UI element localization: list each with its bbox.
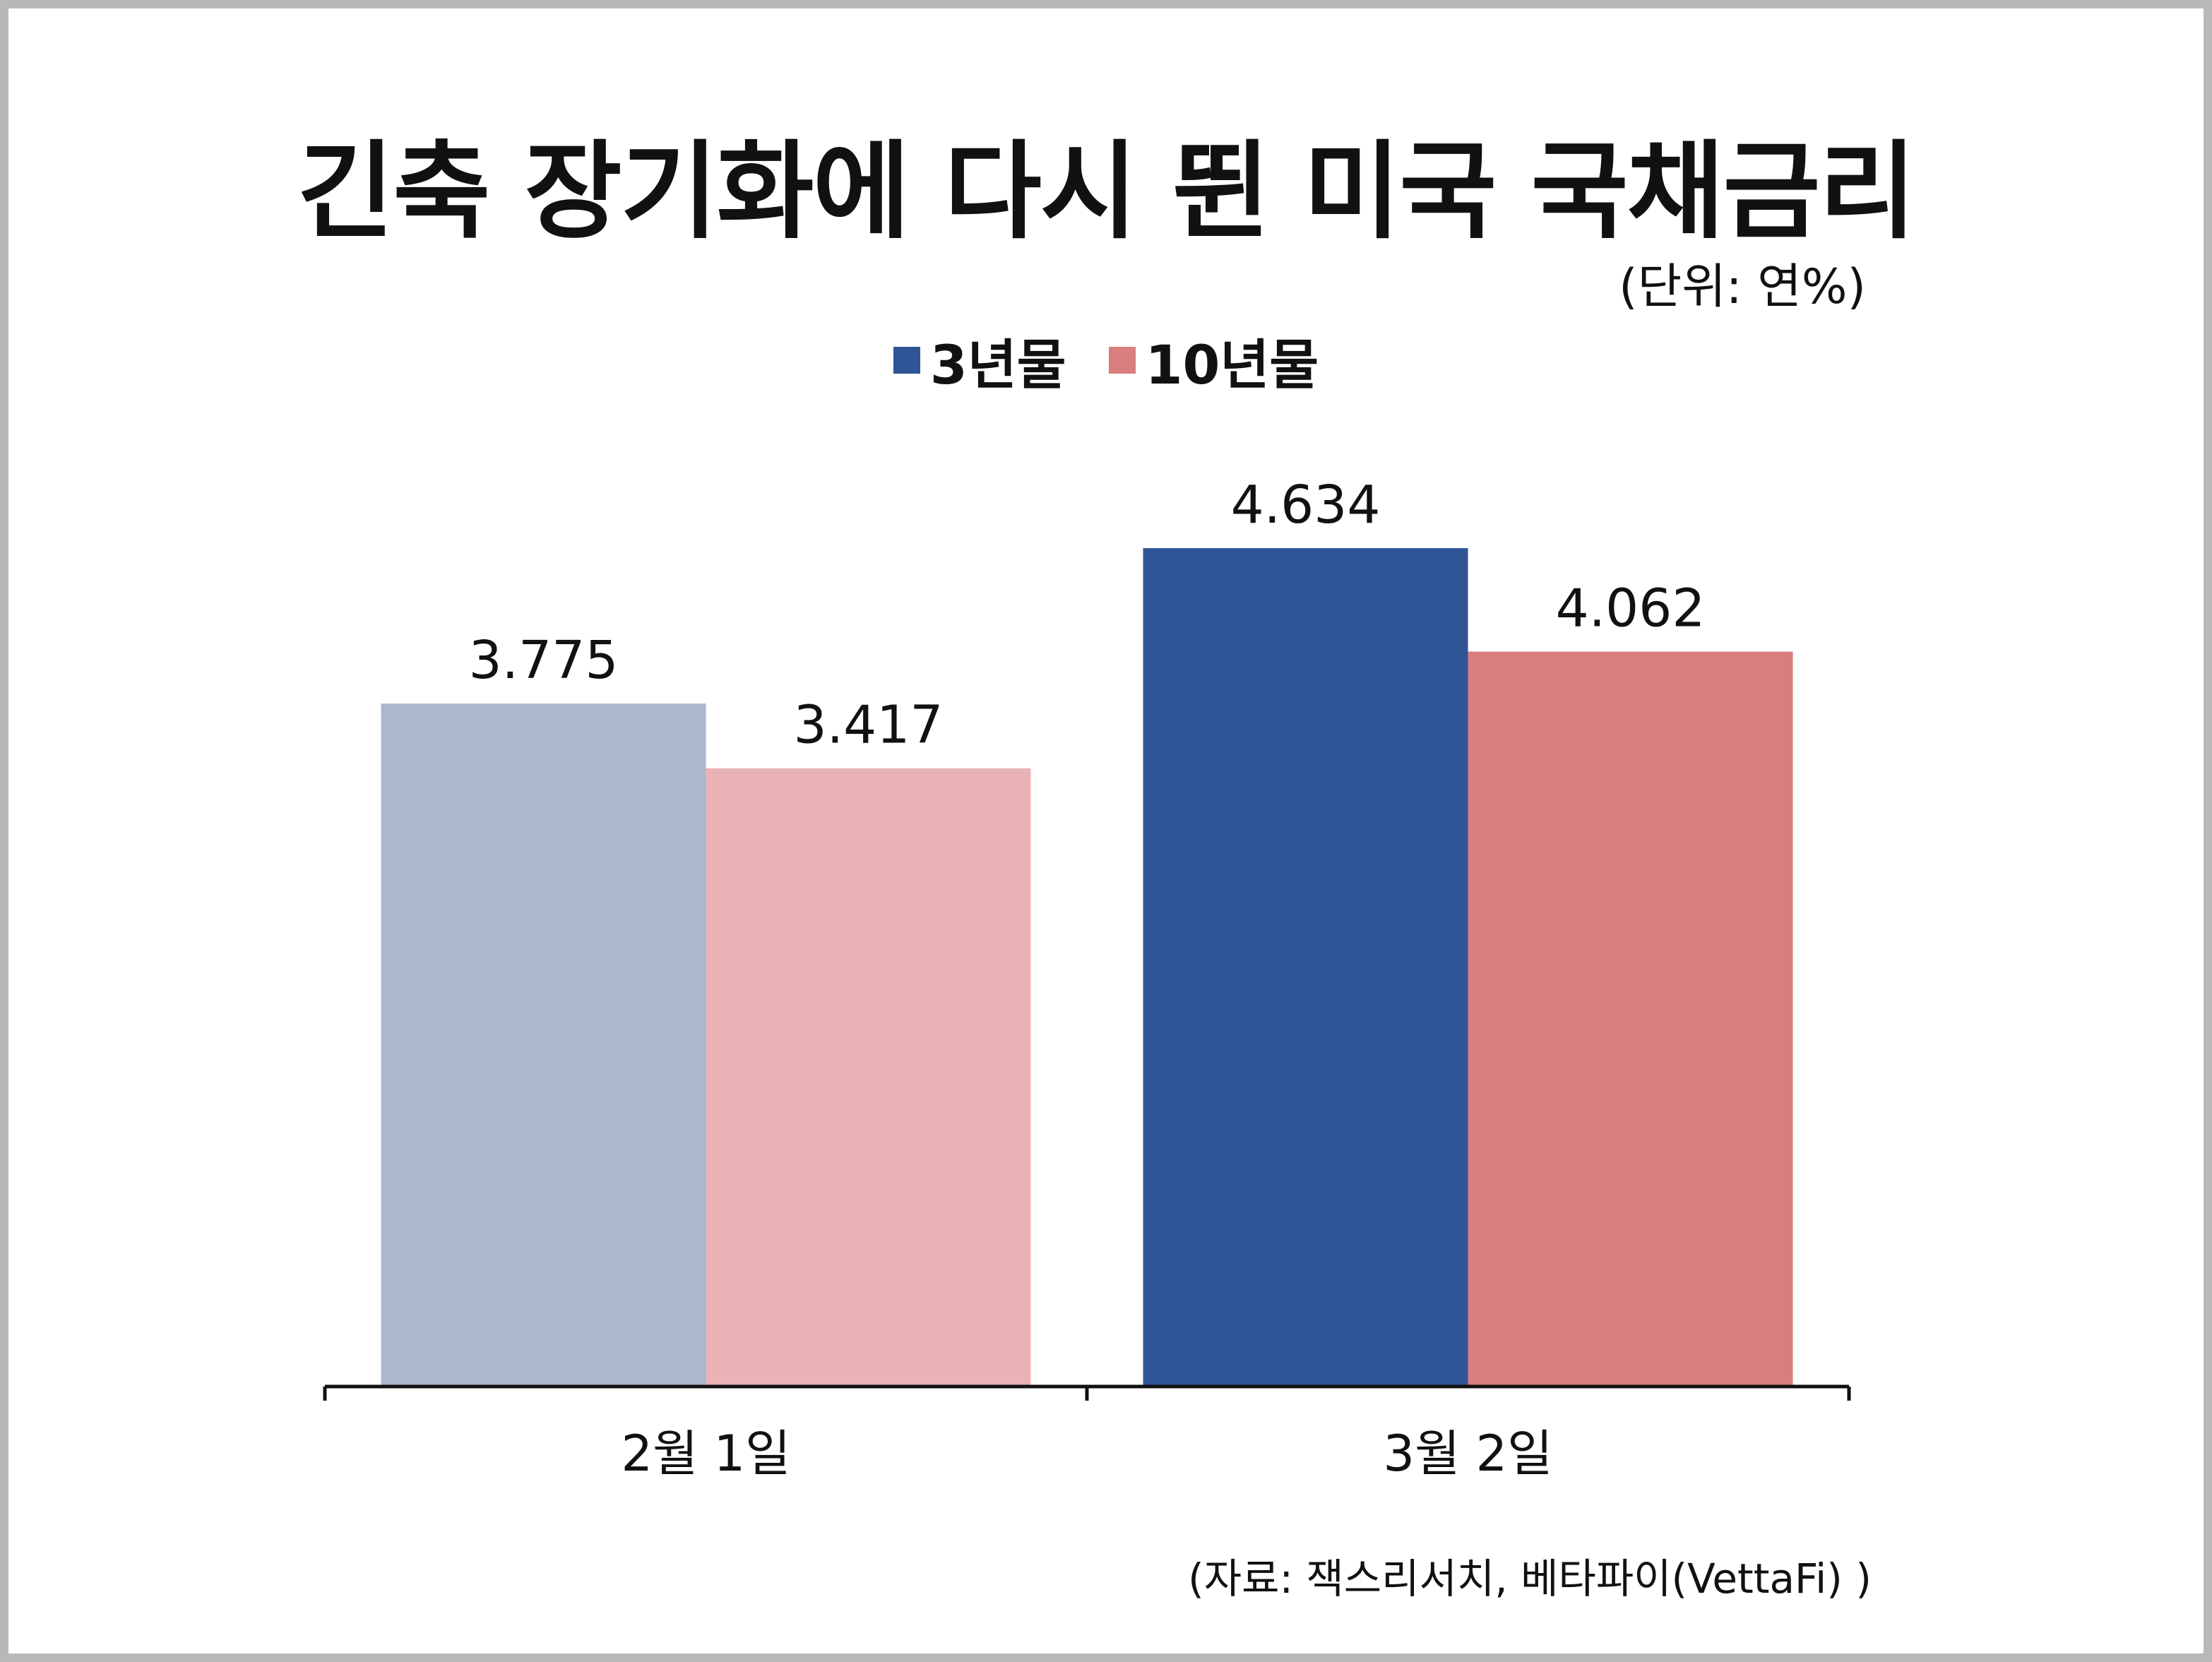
legend-label-10y: 10년물	[1145, 333, 1319, 396]
data-label-10y-0: 3.417	[794, 695, 944, 756]
source-note: (자료: 잭스리서치, 베타파이(VettaFi) )	[1188, 1555, 1872, 1603]
bar-10y-0	[706, 768, 1031, 1387]
bar-10y-1	[1468, 651, 1793, 1387]
legend-item-3y: 3년물	[893, 321, 1066, 399]
data-label-3y-1: 4.634	[1231, 475, 1381, 535]
bar-3y-1	[1143, 548, 1468, 1387]
legend: 3년물 10년물	[0, 321, 2212, 399]
bar-3y-0	[381, 704, 706, 1387]
data-label-3y-0: 3.775	[469, 630, 619, 691]
unit-note: (단위: 연%)	[1619, 259, 1866, 315]
legend-swatch-3y	[893, 347, 920, 374]
x-tick-label-0: 2월 1일	[621, 1425, 790, 1483]
legend-swatch-10y	[1108, 347, 1136, 374]
x-tick-label-1: 3월 2일	[1383, 1425, 1552, 1483]
legend-item-10y: 10년물	[1108, 321, 1319, 399]
legend-label-3y: 3년물	[929, 333, 1066, 396]
chart-title: 긴축 장기화에 다시 뛴 미국 국채금리	[297, 131, 1916, 254]
data-label-10y-1: 4.062	[1556, 578, 1706, 639]
